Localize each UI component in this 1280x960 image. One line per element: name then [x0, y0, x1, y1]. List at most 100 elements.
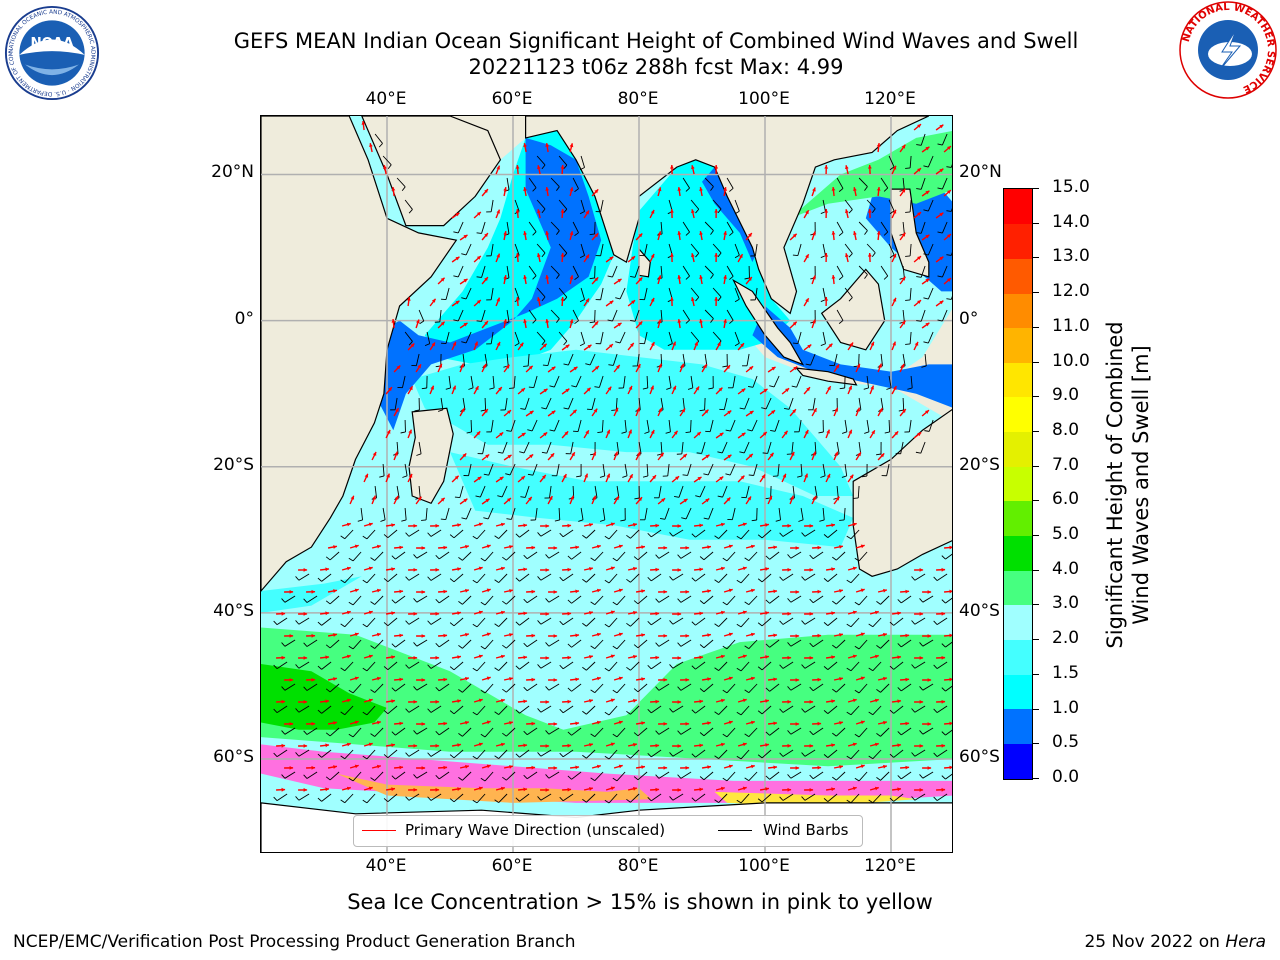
wind-barb-staff [902, 221, 905, 234]
wind-barb-staff [352, 771, 362, 782]
wave-direction-arrowhead [476, 431, 481, 436]
wind-barb-flag [383, 754, 389, 759]
wind-barb-flag [809, 598, 814, 604]
wind-barb-flag [757, 622, 763, 627]
wave-direction-arrowhead [421, 590, 426, 594]
wave-direction-arrowhead [894, 431, 899, 436]
wind-barb-staff [408, 617, 420, 625]
wave-direction-arrowhead [515, 209, 520, 213]
wind-barb-flag [604, 535, 610, 540]
wind-barb-staff [835, 639, 846, 649]
wind-barb-flag [391, 687, 396, 692]
wave-direction-arrowhead [391, 567, 395, 572]
wave-direction-arrowhead [457, 699, 461, 703]
wind-barb-staff [506, 353, 509, 366]
wave-direction-arrowhead [677, 568, 682, 572]
wind-barb-staff [366, 749, 376, 760]
wind-barb-staff [440, 397, 444, 410]
wave-direction-arrowhead [769, 452, 774, 457]
wind-barb-staff [804, 661, 816, 669]
wind-barb-staff [767, 441, 772, 454]
wave-direction-arrowhead [824, 165, 829, 169]
wind-barb-flag [545, 642, 550, 647]
colorbar-segment [1004, 431, 1032, 467]
wave-direction-arrowhead [809, 568, 814, 572]
wind-barb-flag [612, 557, 618, 562]
wind-barb-staff [484, 727, 494, 738]
wave-direction-arrowhead [657, 275, 662, 280]
wind-barb-flag [383, 622, 389, 627]
colorbar-segment [1004, 500, 1032, 537]
wind-barb-flag [884, 431, 890, 434]
wind-barb-staff [630, 529, 640, 539]
wave-direction-arrowhead [523, 699, 527, 704]
wave-direction-arrowhead [812, 275, 816, 280]
wind-barb-flag [303, 642, 308, 647]
wind-barb-flag [612, 645, 618, 650]
wave-direction-arrowhead [826, 473, 831, 478]
wind-barb-staff [416, 771, 428, 779]
wind-barb-staff [927, 199, 934, 212]
wind-barb-staff [748, 683, 758, 693]
wind-barb-staff [812, 595, 824, 604]
wave-direction-arrowhead [391, 743, 395, 748]
wind-barb-staff [608, 573, 618, 584]
wave-direction-arrowhead [723, 187, 727, 191]
wind-barb-flag [387, 164, 392, 170]
wind-barb-staff [769, 683, 780, 692]
wind-barb-staff [866, 375, 869, 388]
wave-direction-arrowhead [391, 787, 395, 792]
wind-barb-flag [695, 252, 700, 258]
wind-barb-flag [449, 666, 455, 671]
wave-direction-arrowhead [465, 720, 469, 725]
wind-barb-staff [453, 793, 464, 803]
wind-barb-staff [690, 199, 700, 210]
wind-barb-flag [559, 796, 564, 802]
wave-direction-arrowhead [553, 722, 558, 726]
wave-direction-arrowhead [805, 254, 809, 259]
wave-direction-arrowhead [368, 610, 373, 615]
wind-barb-staff [844, 199, 853, 210]
wind-barb-flag [757, 578, 763, 583]
wave-direction-arrowhead [618, 632, 623, 637]
wave-direction-arrowhead [399, 677, 403, 682]
wind-barb-flag [567, 775, 572, 780]
wave-direction-arrowhead [750, 720, 755, 725]
wind-barb-staff [550, 177, 560, 187]
wave-direction-arrowhead [569, 231, 574, 236]
wave-direction-arrowhead [416, 319, 420, 324]
wave-direction-arrowhead [443, 677, 448, 682]
wind-barb-flag [626, 666, 631, 671]
wave-direction-arrowhead [500, 566, 505, 571]
wind-barb-staff [430, 573, 442, 581]
wind-barb-staff [707, 463, 714, 476]
wind-barb-flag [612, 777, 618, 782]
wind-barb-staff [476, 529, 486, 540]
wave-direction-arrowhead [303, 744, 308, 748]
wind-barb-staff [306, 595, 318, 603]
wave-direction-arrowhead [553, 590, 558, 594]
wave-direction-arrowhead [594, 277, 599, 282]
wave-direction-arrowhead [670, 209, 674, 213]
wind-barb-staff [484, 683, 494, 694]
wave-direction-arrowhead [457, 611, 461, 615]
wave-direction-arrowhead [925, 278, 930, 283]
wind-barb-flag [946, 210, 952, 212]
wind-barb-staff [586, 661, 596, 671]
wind-barb-flag [714, 535, 719, 539]
wind-barb-staff [562, 617, 574, 626]
wave-direction-arrowhead [683, 498, 688, 503]
wind-barb-staff [415, 353, 420, 366]
wave-direction-arrowhead [484, 189, 488, 193]
wind-barb-flag [574, 188, 579, 193]
wind-barb-staff [761, 617, 772, 627]
wind-barb-flag [476, 320, 482, 322]
wind-barb-flag [362, 623, 368, 628]
wind-barb-flag [854, 557, 860, 562]
wind-barb-flag [647, 576, 652, 582]
wave-direction-arrowhead [771, 366, 776, 371]
wave-direction-arrowhead [465, 588, 469, 593]
wind-barb-flag [889, 621, 894, 626]
wind-barb-flag [476, 232, 482, 234]
wind-barb-staff [276, 749, 288, 758]
